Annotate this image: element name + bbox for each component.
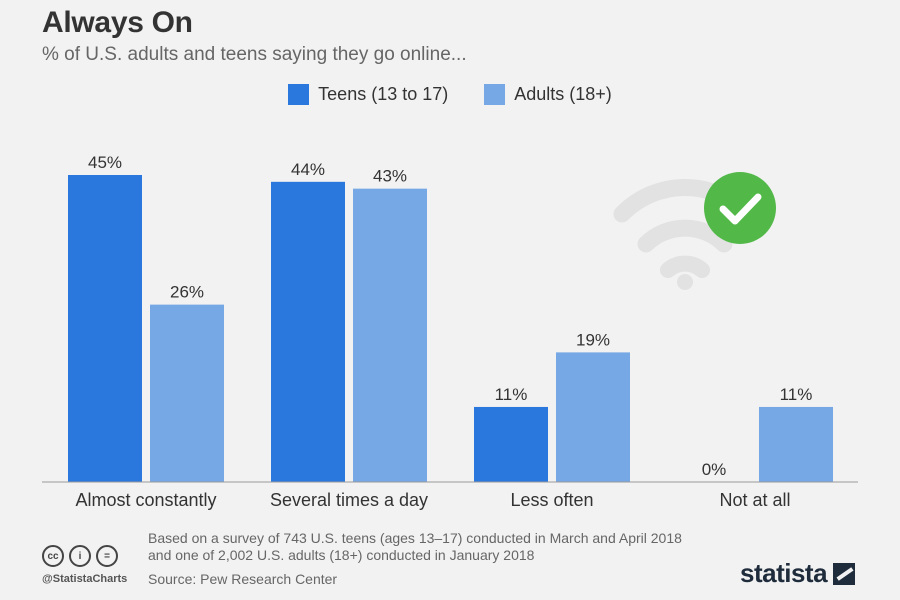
wifi-check-icon [613,172,776,290]
data-label-teens-0: 45% [88,153,122,172]
wifi-arc-inner [660,255,710,278]
license-icons: cc i = [42,545,118,567]
data-label-adults-1: 43% [373,167,407,186]
data-label-adults-0: 26% [170,283,204,302]
category-label-3: Not at all [719,490,790,510]
legend-label-teens: Teens (13 to 17) [318,84,449,104]
chart-subtitle: % of U.S. adults and teens saying they g… [42,44,467,65]
bar-adults-1 [353,188,427,482]
by-icon: i [69,545,91,567]
chart-title: Always On [42,6,193,39]
brand-name: statista [740,558,828,588]
bar-adults-3 [759,406,833,482]
wifi-arc-middle [637,219,733,253]
category-label-2: Less often [510,490,593,510]
wifi-dot [677,274,693,290]
source-note: Source: Pew Research Center [148,571,338,587]
check-circle-icon [704,172,776,244]
footnote: Based on a survey of 743 U.S. teens (age… [148,530,682,564]
legend-item-teens: Teens (13 to 17) [288,84,448,105]
data-label-adults-2: 19% [576,330,610,349]
bar-teens-1 [271,181,345,483]
bar-adults-0 [150,304,224,482]
bar-adults-2 [556,352,630,482]
nd-icon: = [96,545,118,567]
brand-mark-icon [833,562,856,585]
bar-teens-2 [474,406,548,482]
data-label-teens-1: 44% [291,160,325,179]
legend-item-adults: Adults (18+) [484,84,612,105]
data-label-teens-2: 11% [495,385,528,404]
legend-swatch-adults [484,84,506,105]
category-label-0: Almost constantly [75,490,216,510]
statista-logo[interactable]: statista [740,558,856,589]
footnote-line-2: and one of 2,002 U.S. adults (18+) condu… [148,547,535,563]
social-handle: @StatistaCharts [42,573,128,585]
data-label-adults-3: 11% [780,385,813,404]
check-mark-icon [719,193,762,225]
bar-teens-0 [68,175,142,482]
category-label-1: Several times a day [270,490,428,510]
legend-label-adults: Adults (18+) [514,84,612,104]
data-label-teens-3: 0% [702,460,727,479]
footnote-line-1: Based on a survey of 743 U.S. teens (age… [148,530,682,546]
legend-swatch-teens [288,84,310,105]
legend: Teens (13 to 17) Adults (18+) [0,84,900,105]
cc-icon: cc [42,545,64,567]
